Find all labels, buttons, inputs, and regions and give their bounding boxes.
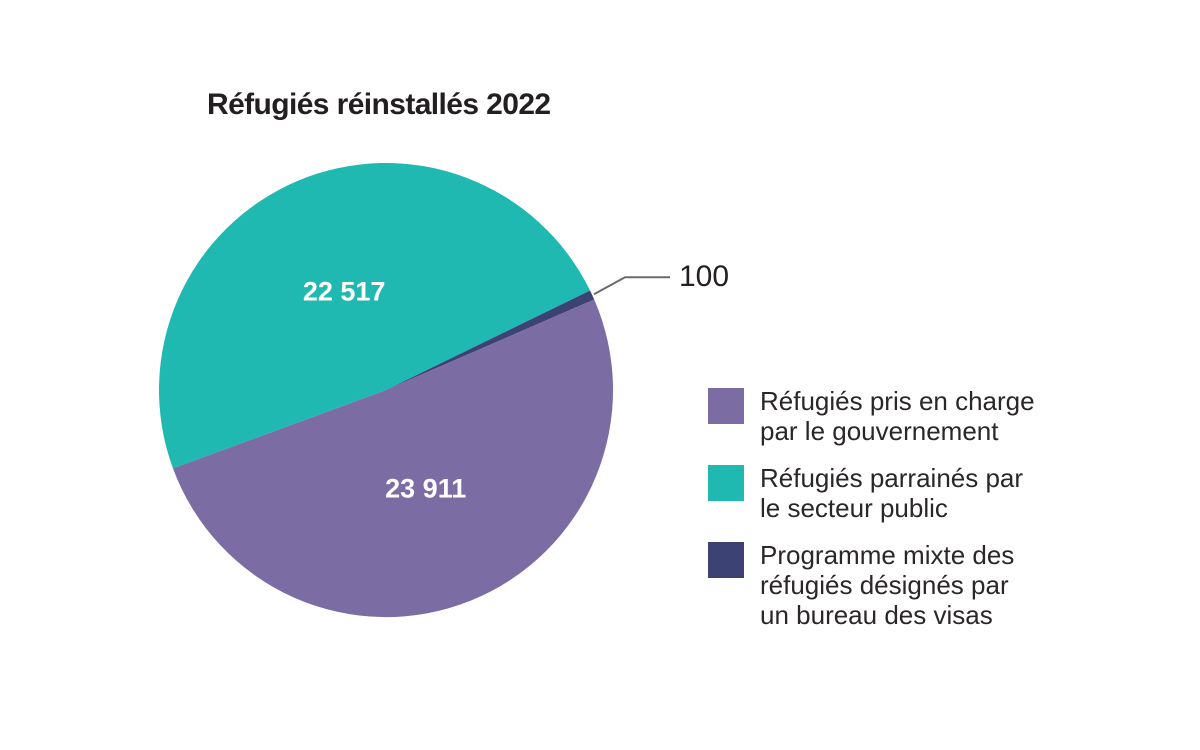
pie-slice-blended <box>386 290 595 390</box>
legend-label-public: Réfugiés parrainés par le secteur public <box>760 463 1024 523</box>
legend-item-public: Réfugiés parrainés par le secteur public <box>708 463 1078 523</box>
pie-slice-public <box>158 162 591 469</box>
slice-value-blended: 100 <box>678 260 730 294</box>
slice-value-public: 22 517 <box>302 276 386 307</box>
slice-value-government: 23 911 <box>385 473 467 504</box>
legend-swatch-government <box>708 388 744 424</box>
legend-label-blended: Programme mixte des réfugiés désignés pa… <box>760 540 1015 630</box>
callout-line <box>593 276 670 296</box>
legend: Réfugiés pris en charge par le gouvernem… <box>708 386 1078 647</box>
pie-slice-government <box>172 299 614 618</box>
legend-item-blended: Programme mixte des réfugiés désignés pa… <box>708 540 1078 630</box>
legend-swatch-public <box>708 465 744 501</box>
legend-label-government: Réfugiés pris en charge par le gouvernem… <box>760 386 1035 446</box>
legend-swatch-blended <box>708 542 744 578</box>
legend-item-government: Réfugiés pris en charge par le gouvernem… <box>708 386 1078 446</box>
chart-title: Réfugiés réinstallés 2022 <box>207 88 551 121</box>
